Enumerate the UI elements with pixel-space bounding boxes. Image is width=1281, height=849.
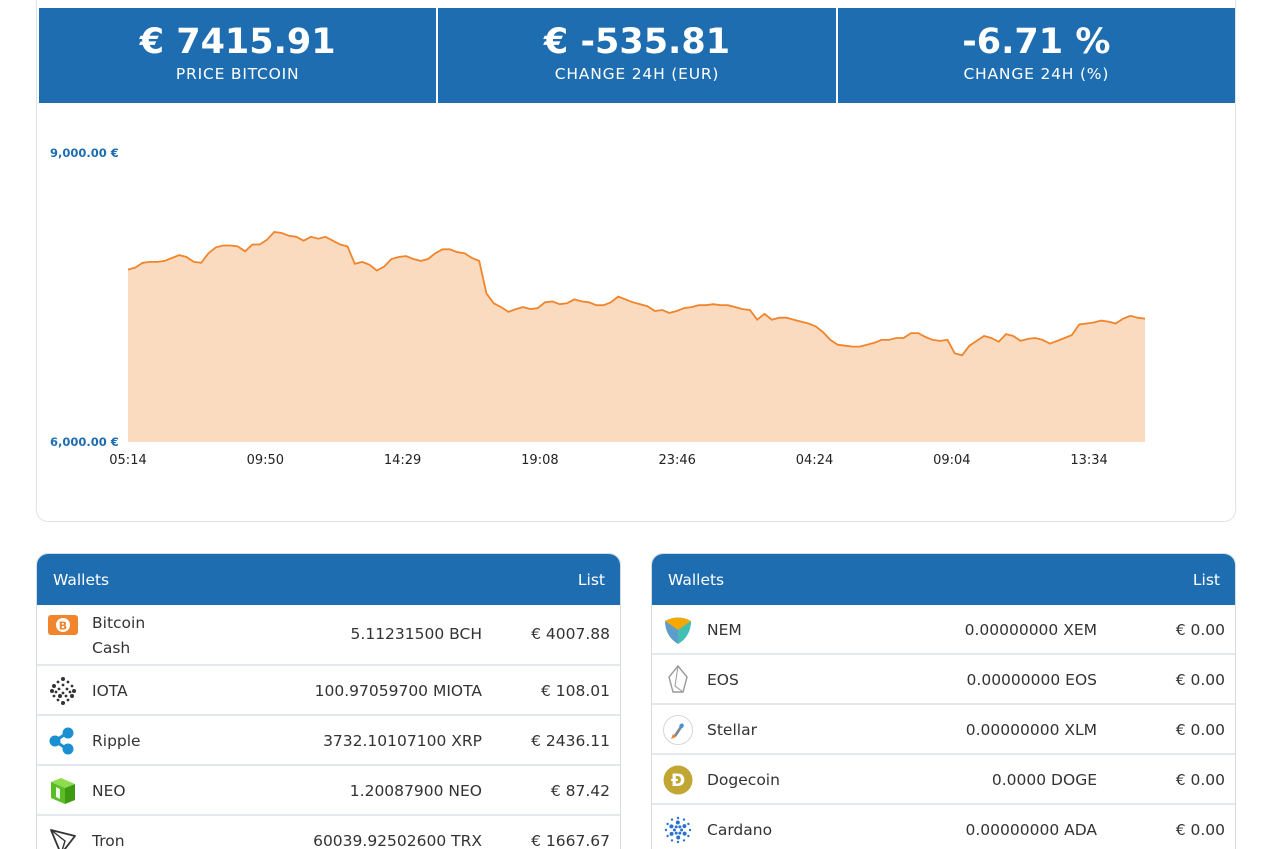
y-axis: 9,000.00 € 6,000.00 €	[50, 146, 119, 449]
coin-name: Cardano	[707, 821, 773, 839]
stat-label: PRICE BITCOIN	[175, 65, 300, 83]
wallets-panel-left: Wallets List B Bitcoin Cash 5.11231500 BCH…	[36, 553, 621, 849]
x-tick-label: 05:14	[109, 453, 146, 468]
coin-value: € 0.00	[1175, 621, 1225, 639]
wallet-row-iota[interactable]: IOTA 100.97059700 MIOTA € 108.01	[37, 666, 620, 716]
wallet-row-neo[interactable]: NEO 1.20087900 NEO € 87.42	[37, 766, 620, 816]
coin-name: Bitcoin Cash	[92, 614, 146, 657]
panel-header: Wallets List	[37, 554, 620, 605]
wallet-row-ripple[interactable]: Ripple 3732.10107100 XRP € 2436.11	[37, 716, 620, 766]
iota-icon	[47, 675, 79, 707]
x-axis: 05:14 09:50 14:29 19:08 23:46 04:24 09:04 13:34	[109, 453, 1108, 468]
x-tick-label: 19:08	[521, 453, 558, 468]
nem-icon	[662, 614, 694, 646]
y-tick-label: 6,000.00 €	[50, 435, 119, 449]
coin-value: € 108.01	[540, 682, 610, 700]
coin-value: € 0.00	[1175, 821, 1225, 839]
stat-price: € 7415.91 PRICE BITCOIN	[39, 8, 439, 103]
coin-name: Tron	[92, 832, 125, 849]
list-link[interactable]: List	[1192, 570, 1220, 589]
coin-amount: 0.00000000 XLM	[965, 721, 1097, 739]
neo-icon	[47, 775, 79, 807]
eos-icon	[662, 664, 694, 696]
ripple-icon	[47, 725, 79, 757]
coin-name: EOS	[707, 671, 739, 689]
coin-value: € 4007.88	[531, 625, 610, 643]
stat-change-eur: € -535.81 CHANGE 24H (EUR)	[438, 8, 838, 103]
x-tick-label: 09:04	[933, 453, 970, 468]
stat-label: CHANGE 24H (EUR)	[554, 65, 720, 83]
stat-label: CHANGE 24H (%)	[963, 65, 1110, 83]
panel-header: Wallets List	[652, 554, 1235, 605]
svg-text:Ð: Ð	[671, 771, 685, 791]
coin-value: € 0.00	[1175, 771, 1225, 789]
coin-value: € 2436.11	[531, 732, 610, 750]
list-link[interactable]: List	[577, 570, 605, 589]
stat-value: -6.71 %	[962, 22, 1111, 62]
coin-value: € 0.00	[1175, 671, 1225, 689]
y-tick-label: 9,000.00 €	[50, 146, 119, 160]
coin-name: Ripple	[92, 732, 141, 750]
wallet-row-dogecoin[interactable]: Ð Dogecoin 0.0000 DOGE € 0.00	[652, 755, 1235, 805]
coin-name: Stellar	[707, 721, 757, 739]
coin-name: Dogecoin	[707, 771, 780, 789]
coin-name: IOTA	[92, 682, 128, 700]
x-tick-label: 14:29	[384, 453, 421, 468]
coin-value: € 1667.67	[531, 832, 610, 849]
coin-amount: 3732.10107100 XRP	[323, 732, 482, 750]
bitcoin-cash-icon: B	[47, 609, 79, 641]
wallets-panel-right: Wallets List NEM 0.00000000 XEM € 0.00 EOS 0…	[651, 553, 1236, 849]
dogecoin-icon: Ð	[662, 764, 694, 796]
wallet-row-cardano[interactable]: Cardano 0.00000000 ADA € 0.00	[652, 805, 1235, 849]
coin-amount: 60039.92502600 TRX	[313, 832, 482, 849]
price-area	[127, 231, 1146, 442]
coin-amount: 0.00000000 EOS	[966, 671, 1097, 689]
coin-amount: 0.00000000 ADA	[965, 821, 1097, 839]
wallet-row-nem[interactable]: NEM 0.00000000 XEM € 0.00	[652, 605, 1235, 655]
bitcoin-price-card: 9,000.00 € 6,000.00 € 05:14 09:50 14:29 19:…	[36, 0, 1236, 522]
wallet-row-tron[interactable]: Tron 60039.92502600 TRX € 1667.67	[37, 816, 620, 849]
coin-value: € 87.42	[550, 782, 610, 800]
coin-name: NEO	[92, 782, 126, 800]
svg-text:B: B	[59, 620, 67, 633]
price-line	[127, 231, 1146, 357]
price-area-fill	[128, 232, 1145, 442]
x-tick-label: 13:34	[1070, 453, 1107, 468]
coin-amount: 1.20087900 NEO	[349, 782, 482, 800]
coin-amount: 0.0000 DOGE	[991, 771, 1097, 789]
stellar-icon	[662, 714, 694, 746]
wallet-list: B Bitcoin Cash 5.11231500 BCH € 4007.88 IOTA…	[37, 605, 620, 849]
coin-amount: 0.00000000 XEM	[964, 621, 1097, 639]
price-chart: 9,000.00 € 6,000.00 € 05:14 09:50 14:29 19:…	[50, 146, 1146, 468]
coin-amount: 100.97059700 MIOTA	[314, 682, 482, 700]
stat-value: € -535.81	[543, 22, 731, 62]
coin-value: € 0.00	[1175, 721, 1225, 739]
stats-bar: € 7415.91 PRICE BITCOIN € -535.81 CHANGE…	[39, 8, 1235, 103]
panel-title: Wallets	[668, 570, 725, 589]
x-tick-label: 09:50	[247, 453, 284, 468]
cardano-icon	[662, 814, 694, 846]
coin-name: NEM	[707, 621, 742, 639]
tron-icon	[47, 825, 79, 849]
wallet-list: NEM 0.00000000 XEM € 0.00 EOS 0.00000000 EOS…	[652, 605, 1235, 849]
wallet-row-stellar[interactable]: Stellar 0.00000000 XLM € 0.00	[652, 705, 1235, 755]
wallet-row-eos[interactable]: EOS 0.00000000 EOS € 0.00	[652, 655, 1235, 705]
wallet-row-bitcoin-cash[interactable]: B Bitcoin Cash 5.11231500 BCH € 4007.88	[37, 605, 620, 666]
panel-title: Wallets	[53, 570, 110, 589]
coin-amount: 5.11231500 BCH	[350, 625, 482, 643]
stat-change-pct: -6.71 % CHANGE 24H (%)	[837, 8, 1235, 103]
x-tick-label: 23:46	[658, 453, 695, 468]
x-tick-label: 04:24	[796, 453, 833, 468]
stat-value: € 7415.91	[139, 22, 336, 62]
